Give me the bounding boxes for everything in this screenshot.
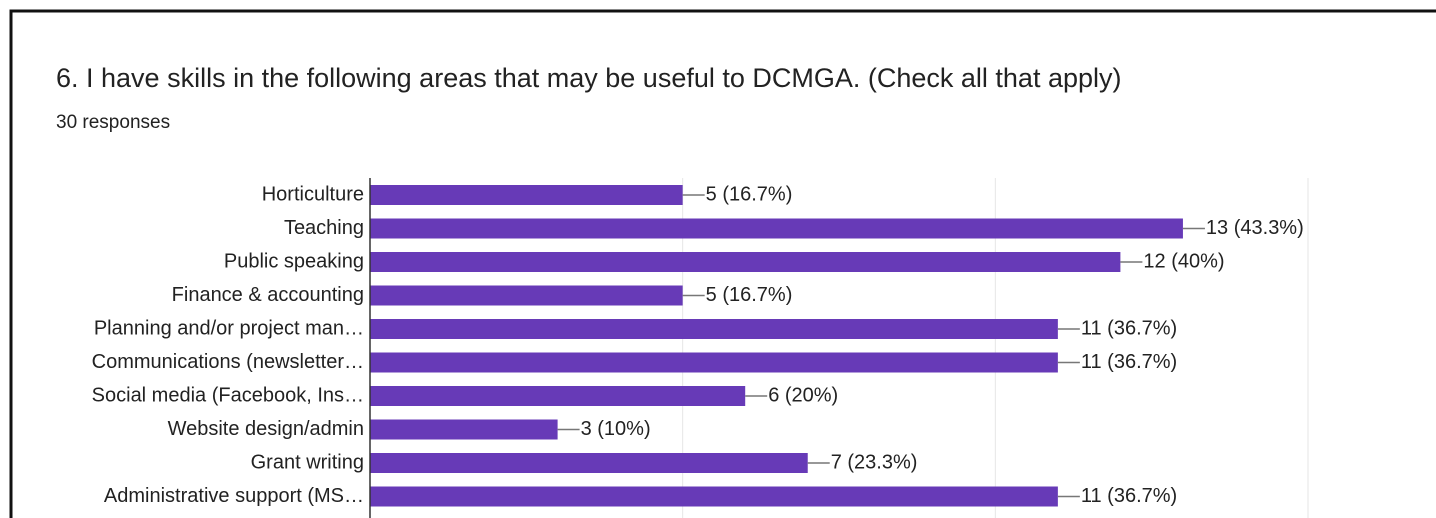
bar xyxy=(370,319,1058,339)
bar xyxy=(370,252,1121,272)
frame xyxy=(9,9,1436,518)
value-label: 3 (10%) xyxy=(581,418,651,440)
category-label: Public speaking xyxy=(224,250,364,272)
category-label: Planning and/or project man… xyxy=(94,317,364,339)
category-label: Communications (newsletter… xyxy=(92,351,364,373)
value-label: 11 (36.7%) xyxy=(1081,485,1177,507)
chart-title: 6. I have skills in the following areas … xyxy=(56,63,1122,93)
category-label: Teaching xyxy=(284,217,364,239)
bar xyxy=(370,352,1058,373)
category-label: Administrative support (MS… xyxy=(104,485,364,507)
value-label: 12 (40%) xyxy=(1143,250,1224,272)
category-label: Finance & accounting xyxy=(172,284,364,306)
chart-subtitle: 30 responses xyxy=(56,112,170,133)
value-label: 7 (23.3%) xyxy=(831,451,918,473)
category-label: Grant writing xyxy=(251,451,364,473)
value-label: 11 (36.7%) xyxy=(1081,351,1177,373)
value-label: 11 (36.7%) xyxy=(1081,317,1177,339)
value-label: 5 (16.7%) xyxy=(706,284,793,306)
bar xyxy=(370,453,808,473)
bar xyxy=(370,386,746,406)
value-label: 5 (16.7%) xyxy=(706,183,793,205)
bar xyxy=(370,218,1183,239)
category-label: Horticulture xyxy=(262,183,364,205)
value-label: 13 (43.3%) xyxy=(1206,217,1304,239)
bar xyxy=(370,419,558,440)
category-label: Social media (Facebook, Ins… xyxy=(92,384,364,406)
category-label: Website design/admin xyxy=(168,418,364,440)
value-label: 6 (20%) xyxy=(768,384,838,406)
bar xyxy=(370,285,683,306)
bar xyxy=(370,185,683,205)
bar xyxy=(370,486,1058,507)
